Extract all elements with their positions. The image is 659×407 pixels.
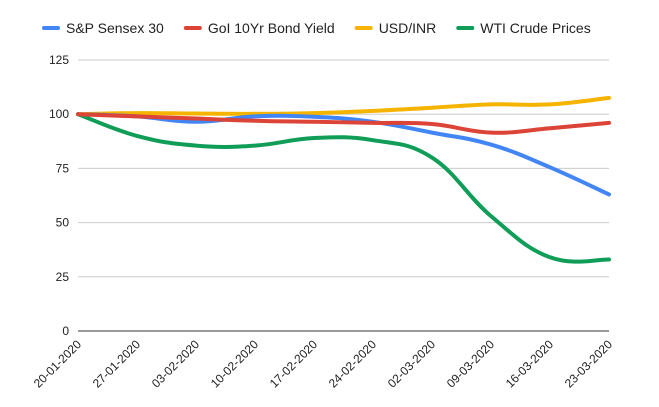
y-tick-label: 75 [56, 161, 70, 175]
series-line-usd-inr [76, 95, 611, 117]
y-tick-label: 0 [62, 324, 69, 338]
x-axis-ticks: 20-01-2020 27-01-2020 03-02-2020 10-02-2020… [31, 337, 616, 391]
x-tick-label: 23-03-2020 [562, 337, 616, 391]
x-tick-label: 24-02-2020 [326, 337, 380, 391]
x-tick-label: 02-03-2020 [385, 337, 439, 391]
x-tick-label: 03-02-2020 [149, 337, 203, 391]
legend: S&P Sensex 30 GoI 10Yr Bond Yield USD/INR W… [42, 20, 591, 36]
gridlines [78, 59, 609, 332]
y-axis-ticks: 0 25 50 75 100 125 [49, 53, 69, 338]
legend-item-wti-crude-prices: WTI Crude Prices [456, 20, 591, 36]
y-tick-label: 25 [56, 270, 70, 284]
x-tick-label: 10-02-2020 [208, 337, 262, 391]
legend-label: USD/INR [379, 20, 437, 36]
x-tick-label: 27-01-2020 [90, 337, 144, 391]
series-lines [76, 95, 611, 264]
legend-label: S&P Sensex 30 [66, 20, 164, 36]
series-line-goi-10yr-bond-yield [76, 112, 611, 135]
series-line-s-p-sensex-30 [76, 112, 611, 197]
x-tick-label: 17-02-2020 [267, 337, 321, 391]
legend-label: GoI 10Yr Bond Yield [208, 20, 335, 36]
x-tick-label: 20-01-2020 [31, 337, 85, 391]
legend-item-usd-inr: USD/INR [354, 20, 437, 36]
y-tick-label: 50 [56, 216, 70, 230]
x-tick-label: 09-03-2020 [444, 337, 498, 391]
x-tick-label: 16-03-2020 [503, 337, 557, 391]
y-tick-label: 100 [49, 107, 69, 121]
legend-label: WTI Crude Prices [480, 20, 590, 36]
legend-item-goi-10yr-bond-yield: GoI 10Yr Bond Yield [183, 20, 335, 36]
legend-item-s-p-sensex-30: S&P Sensex 30 [42, 20, 164, 36]
y-tick-label: 125 [49, 53, 69, 67]
series-line-wti-crude-prices [76, 112, 611, 264]
